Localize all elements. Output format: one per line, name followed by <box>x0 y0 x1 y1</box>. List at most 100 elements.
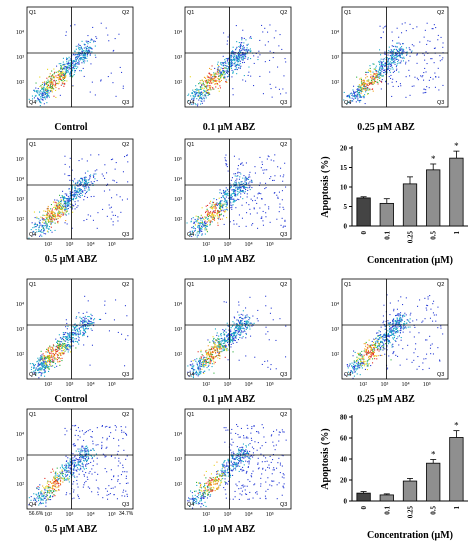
event-dot <box>264 188 266 190</box>
event-dot <box>65 211 67 213</box>
event-dot <box>226 208 228 210</box>
event-dot <box>43 86 45 88</box>
event-dot <box>200 82 202 84</box>
event-dot <box>38 364 40 366</box>
event-dot <box>62 190 64 192</box>
event-dot <box>380 341 382 343</box>
event-dot <box>391 81 393 83</box>
event-dot <box>204 95 206 97</box>
event-dot <box>238 325 240 327</box>
event-dot <box>86 57 88 59</box>
event-dot <box>395 322 397 324</box>
event-dot <box>225 348 227 350</box>
event-dot <box>359 90 361 92</box>
event-dot <box>347 96 349 98</box>
event-dot <box>367 88 369 90</box>
event-dot <box>237 186 239 188</box>
event-dot <box>217 73 219 75</box>
event-dot <box>238 186 240 188</box>
event-dot <box>198 368 200 370</box>
event-dot <box>233 51 235 53</box>
event-dot <box>372 83 374 85</box>
event-dot <box>384 51 386 53</box>
event-dot <box>229 204 231 206</box>
event-dot <box>40 355 42 357</box>
event-dot <box>432 28 434 30</box>
event-dot <box>215 202 217 204</box>
event-dot <box>379 77 381 79</box>
event-dot <box>47 347 49 349</box>
event-dot <box>239 67 241 69</box>
event-dot <box>363 85 365 87</box>
event-dot <box>246 212 248 214</box>
event-dot <box>84 295 86 297</box>
flow-panel-upper-0.1: Q1 Q2 Q4 Q3 10⁴ 10³ 10² 0.1 μM ABZ <box>163 3 295 135</box>
event-dot <box>40 359 42 361</box>
event-dot <box>240 65 242 67</box>
event-dot <box>365 89 367 91</box>
event-dot <box>196 372 198 374</box>
event-dot <box>209 354 211 356</box>
event-dot <box>50 352 52 354</box>
event-dot <box>48 366 50 368</box>
event-dot <box>45 82 47 84</box>
event-dot <box>212 211 214 213</box>
y-tick-label: 10³ <box>174 197 182 203</box>
event-dot <box>118 33 120 35</box>
event-dot <box>222 70 224 72</box>
event-dot <box>372 78 374 80</box>
event-dot <box>207 357 209 359</box>
event-dot <box>51 217 53 219</box>
event-dot <box>221 350 223 352</box>
event-dot <box>44 356 46 358</box>
event-dot <box>42 88 44 90</box>
event-dot <box>88 179 90 181</box>
event-dot <box>256 212 258 214</box>
y-tick-label: 10⁴ <box>174 302 182 308</box>
event-dot <box>104 164 106 166</box>
event-dot <box>192 217 194 219</box>
event-dot <box>416 77 418 79</box>
event-dot <box>391 53 393 55</box>
event-dot <box>402 304 404 306</box>
event-dot <box>202 365 204 367</box>
event-dot <box>359 355 361 357</box>
event-dot <box>199 369 201 371</box>
event-dot <box>407 326 409 328</box>
event-dot <box>378 61 380 63</box>
event-dot <box>211 351 213 353</box>
event-dot <box>242 62 244 64</box>
event-dot <box>204 220 206 222</box>
event-dot <box>224 339 226 341</box>
event-dot <box>64 82 66 84</box>
event-dot <box>233 55 235 57</box>
event-dot <box>48 349 50 351</box>
event-dot <box>219 207 221 209</box>
event-dot <box>57 217 59 219</box>
event-dot <box>200 97 202 99</box>
event-dot <box>379 60 381 62</box>
event-dot <box>35 368 37 370</box>
event-dot <box>61 208 63 210</box>
event-dot <box>382 63 384 65</box>
event-dot <box>112 224 114 226</box>
event-dot <box>243 37 245 39</box>
event-dot <box>227 337 229 339</box>
event-dot <box>243 42 245 44</box>
event-dot <box>391 346 393 348</box>
event-dot <box>210 358 212 360</box>
event-dot <box>214 80 216 82</box>
event-dot <box>44 363 46 365</box>
event-dot <box>247 52 249 54</box>
event-dot <box>59 215 61 217</box>
event-dot <box>69 197 71 199</box>
event-dot <box>367 364 369 366</box>
event-dot <box>213 338 215 340</box>
event-dot <box>363 88 365 90</box>
quadrant-label: Q3 <box>437 100 444 106</box>
event-dot <box>63 68 65 70</box>
event-dot <box>399 53 401 55</box>
y-tick-label: 10² <box>174 217 182 223</box>
event-dot <box>393 58 395 60</box>
event-dot <box>242 190 244 192</box>
